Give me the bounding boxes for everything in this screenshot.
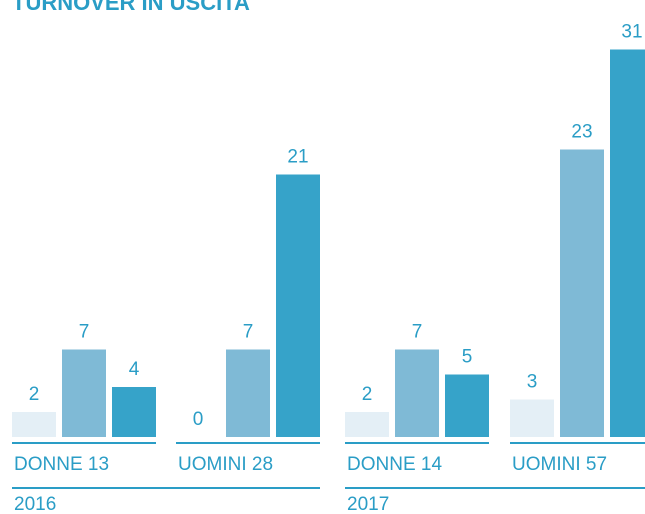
value-label: 4 [129,359,140,380]
group-label: 2016 [14,494,56,514]
category-label: UOMINI 57 [512,454,607,475]
value-label: 0 [193,409,204,430]
value-label: 3 [527,372,538,393]
bar [510,399,554,437]
value-label: 23 [571,122,592,143]
bar [62,349,106,437]
value-label: 7 [79,322,90,343]
bar [12,412,56,437]
value-label: 21 [287,147,308,168]
category-label: UOMINI 28 [178,454,273,475]
value-label: 7 [243,322,254,343]
value-label: 2 [29,384,40,405]
group-label: 2017 [347,494,389,514]
category-label: DONNE 14 [347,454,442,475]
bar [610,49,645,437]
bar [226,349,270,437]
bar [112,387,156,437]
bar [560,149,604,437]
value-label: 31 [621,22,642,43]
bar [276,174,320,437]
value-label: 2 [362,384,373,405]
value-label: 7 [412,322,423,343]
value-label: 5 [462,347,473,368]
bar [395,349,439,437]
category-label: DONNE 13 [14,454,109,475]
bar [345,412,389,437]
chart-title: TURNOVER IN USCITA [12,0,250,15]
bar [445,374,489,437]
